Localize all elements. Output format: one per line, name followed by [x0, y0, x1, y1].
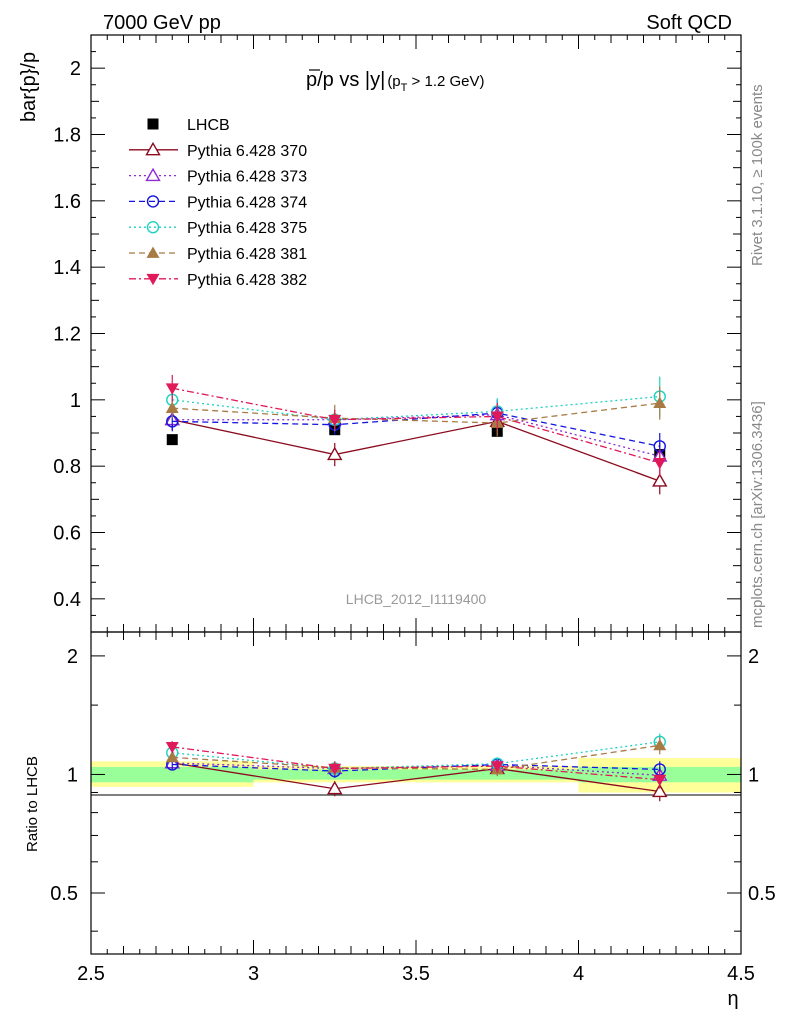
- data-point-main-5: [653, 396, 667, 409]
- legend-entry: Pythia 6.428 375: [129, 220, 307, 237]
- series-line-ratio-1: [172, 762, 660, 776]
- y-tick-label-main: 1.8: [53, 125, 81, 147]
- series-main-2: [164, 401, 668, 470]
- legend-label: Pythia 6.428 382: [187, 272, 307, 289]
- y-tick-label-main: 0.6: [53, 523, 81, 545]
- y-tick-label-main: 0.4: [53, 589, 81, 611]
- legend-entry: Pythia 6.428 374: [129, 194, 307, 211]
- ratio-series-layer: [164, 733, 668, 802]
- main-plot-title: p/p vs |y| (pT > 1.2 GeV): [306, 69, 485, 94]
- x-tick-label: 4: [573, 963, 584, 985]
- analysis-watermark: LHCB_2012_I1119400: [346, 591, 487, 607]
- data-point-main-0: [166, 434, 178, 446]
- series-line-main-2: [172, 414, 660, 457]
- data-point-ratio-0: [327, 780, 343, 795]
- legend-marker: [146, 246, 160, 258]
- series-main-5: [165, 386, 667, 437]
- data-point-ratio-5: [328, 763, 342, 776]
- svg-text:p/p vs |y|(pT > 1.2 GeV): p/p vs |y| (pT > 1.2 GeV): [306, 69, 485, 94]
- mcplots-label: mcplots.cern.ch [arXiv:1306.3436]: [749, 401, 766, 628]
- series-main-0: [166, 424, 666, 461]
- legend-label: Pythia 6.428 373: [187, 169, 307, 186]
- y-tick-label-main: 0.8: [53, 456, 81, 478]
- legend-label: LHCB: [187, 117, 230, 134]
- series-line-main-5: [172, 402, 660, 424]
- ratio-plot-frame: [90, 631, 742, 955]
- data-point-main-1: [327, 446, 343, 461]
- legend-label: Pythia 6.428 374: [187, 194, 307, 211]
- rivet-label: Rivet 3.1.10, ≥ 100k events: [749, 84, 766, 266]
- series-line-ratio-3: [172, 741, 660, 770]
- title-cut-prefix: (p: [387, 73, 400, 90]
- series-main-6: [165, 374, 667, 477]
- y-tick-label-ratio-right: 0.5: [748, 883, 776, 905]
- x-axis-label: η: [727, 988, 738, 1010]
- header-right: Soft QCD: [646, 12, 732, 34]
- main-series-layer: [164, 374, 668, 495]
- main-y-axis-label: bar{p}/p: [18, 52, 40, 122]
- series-line-main-6: [172, 387, 660, 464]
- data-point-ratio-5: [490, 761, 504, 773]
- series-line-ratio-5: [172, 746, 660, 781]
- x-tick-label: 3.5: [402, 963, 430, 985]
- y-tick-label-ratio-left: 2: [67, 646, 78, 668]
- y-tick-label-ratio-right: 1: [748, 764, 759, 786]
- data-point-main-6: [328, 414, 342, 427]
- legend-marker: [145, 167, 161, 182]
- ratio-y-axis-label: Ratio to LHCB: [24, 756, 41, 852]
- title-pbar: p: [306, 69, 317, 91]
- title-rest: /p vs |y|: [317, 69, 385, 91]
- series-line-main-3: [172, 412, 660, 447]
- data-point-main-6: [653, 457, 667, 470]
- legend-marker: [146, 195, 160, 208]
- series-line-main-1: [172, 419, 660, 482]
- title-cut-sub: T: [401, 82, 408, 94]
- data-point-ratio-5: [653, 774, 667, 787]
- series-ratio-5: [165, 741, 667, 789]
- data-point-ratio-0: [652, 783, 668, 798]
- data-point-ratio-5: [165, 741, 179, 754]
- data-point-main-6: [165, 383, 179, 395]
- y-tick-label-main: 1.2: [53, 324, 81, 346]
- series-line-main-4: [172, 395, 660, 421]
- legend-entry: Pythia 6.428 381: [129, 246, 307, 263]
- series-line-ratio-4: [172, 744, 660, 771]
- y-tick-label-main: 2: [70, 58, 81, 80]
- data-point-main-6: [490, 411, 504, 423]
- series-main-3: [166, 399, 666, 460]
- legend: LHCB Pythia 6.428 370 Pythia 6.428 373 Pyth…: [129, 117, 307, 289]
- x-tick-label: 4.5: [727, 963, 755, 985]
- x-tick-label: 3: [248, 963, 259, 985]
- axes-layer: 2.5 3 3.5 4 4.5 0.4 0.6 0.8 1 1.2 1.4 1.6 1.8 2 0.5 0.5…: [50, 34, 776, 985]
- series-main-4: [166, 376, 666, 430]
- legend-entry: Pythia 6.428 373: [129, 167, 307, 186]
- legend-entry: Pythia 6.428 370: [129, 141, 307, 160]
- header-left: 7000 GeV pp: [103, 12, 221, 34]
- legend-marker: [145, 141, 161, 156]
- y-tick-label-ratio-left: 1: [67, 764, 78, 786]
- legend-entry: Pythia 6.428 382: [129, 272, 307, 289]
- uncertainty-band-green: [91, 766, 254, 783]
- y-tick-label-main: 1.4: [53, 257, 81, 279]
- legend-entry: LHCB: [147, 117, 230, 134]
- x-tick-label: 2.5: [77, 963, 105, 985]
- legend-label: Pythia 6.428 375: [187, 220, 307, 237]
- legend-marker: [146, 220, 160, 234]
- legend-marker: [146, 273, 160, 286]
- y-tick-label-main: 1: [70, 390, 81, 412]
- series-line-ratio-0: [172, 762, 660, 793]
- y-tick-label-ratio-right: 2: [748, 646, 759, 668]
- legend-label: Pythia 6.428 381: [187, 246, 307, 263]
- y-tick-label-main: 1.6: [53, 191, 81, 213]
- title-cut-suffix: > 1.2 GeV): [407, 73, 484, 90]
- data-point-main-1: [652, 473, 668, 487]
- data-point-ratio-4: [165, 750, 179, 763]
- y-tick-label-ratio-left: 0.5: [50, 883, 78, 905]
- legend-marker: [147, 118, 159, 130]
- data-point-ratio-4: [653, 738, 667, 751]
- data-point-main-5: [165, 401, 179, 413]
- legend-label: Pythia 6.428 370: [187, 143, 307, 160]
